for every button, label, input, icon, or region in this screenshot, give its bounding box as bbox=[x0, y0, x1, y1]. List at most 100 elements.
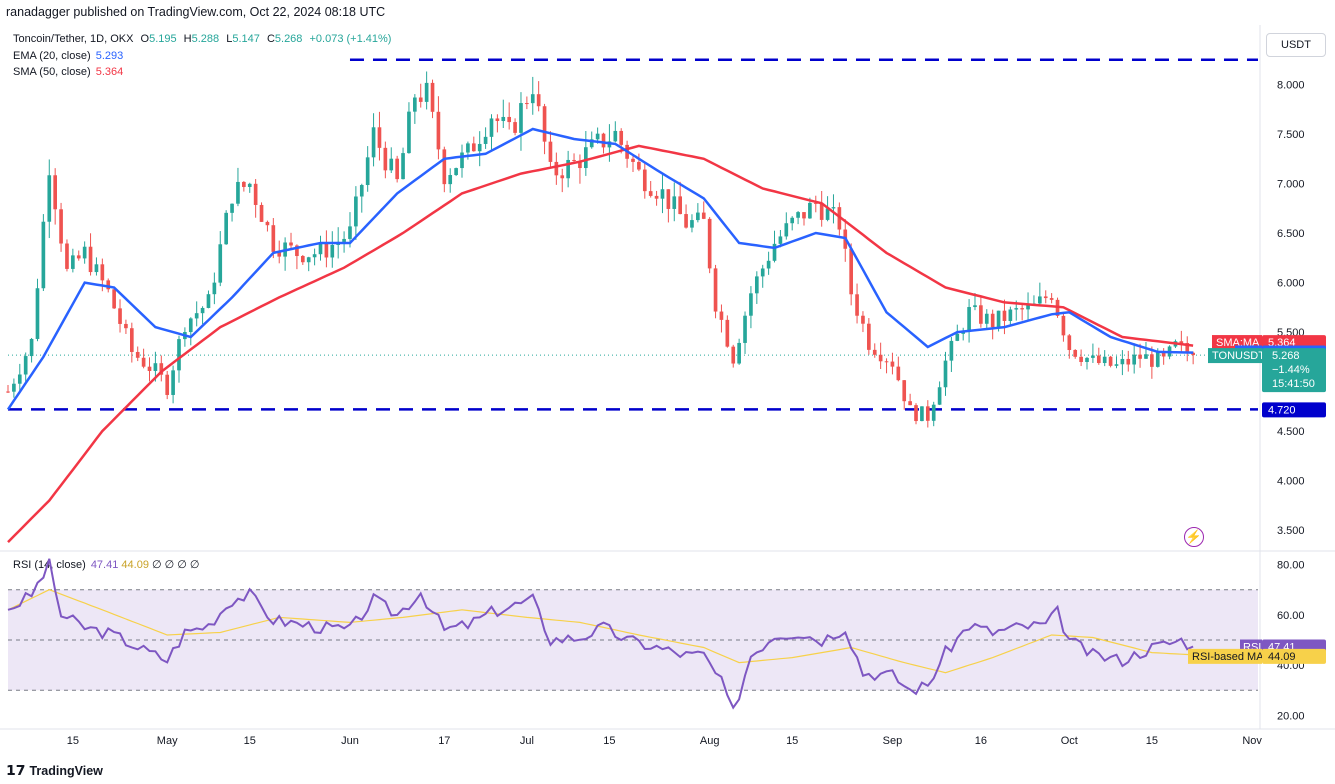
candle-body bbox=[955, 333, 960, 341]
candle-body bbox=[519, 103, 523, 133]
rsi-ma-value-badge-bg bbox=[1262, 648, 1326, 664]
time-tick-label: 16 bbox=[975, 735, 987, 747]
candle-body bbox=[359, 185, 364, 197]
candle-body bbox=[389, 158, 394, 171]
rsi-line bbox=[7, 558, 1194, 710]
candle-body bbox=[383, 147, 388, 171]
candle-body bbox=[365, 157, 370, 186]
candle-body bbox=[943, 360, 948, 388]
candle-body bbox=[448, 175, 453, 185]
price-name-badge-bg bbox=[1208, 348, 1262, 364]
candle-body bbox=[760, 268, 765, 277]
candle-body bbox=[147, 366, 152, 371]
candle-body bbox=[1179, 341, 1184, 344]
candle-body bbox=[1020, 308, 1024, 310]
candle-body bbox=[743, 315, 747, 343]
high-value: 5.288 bbox=[191, 33, 220, 45]
time-tick-label: 15 bbox=[786, 735, 798, 747]
lightning-icon[interactable]: ⚡ bbox=[1184, 527, 1204, 547]
candle-body bbox=[902, 380, 907, 402]
candle-body bbox=[460, 152, 464, 169]
low-label: L bbox=[226, 33, 233, 45]
candle-body bbox=[525, 103, 529, 105]
candle-body bbox=[802, 212, 806, 219]
candle-body bbox=[719, 311, 724, 320]
candle-body bbox=[1114, 364, 1119, 366]
candle-body bbox=[554, 161, 559, 176]
candle-body bbox=[872, 349, 877, 355]
time-tick-label: May bbox=[157, 735, 178, 747]
candle-body bbox=[996, 310, 1001, 328]
candle-body bbox=[6, 391, 10, 393]
candle-body bbox=[318, 243, 323, 255]
time-tick-label: Jul bbox=[520, 735, 534, 747]
candle-body bbox=[813, 202, 818, 204]
candle-body bbox=[654, 195, 659, 199]
price-badge-bg bbox=[1262, 348, 1326, 393]
candle-body bbox=[696, 212, 700, 221]
candle-body bbox=[530, 94, 535, 104]
candle-body bbox=[41, 221, 46, 289]
candle-body bbox=[17, 374, 22, 384]
countdown-badge: 15:41:50 bbox=[1272, 378, 1315, 390]
candle-body bbox=[330, 244, 335, 258]
candle-body bbox=[194, 313, 199, 319]
candle-body bbox=[35, 288, 40, 339]
candle-body bbox=[601, 133, 606, 148]
ema20-line bbox=[6, 127, 1194, 411]
candle-body bbox=[1150, 354, 1154, 367]
time-tick-label: Nov bbox=[1242, 735, 1262, 747]
rsi-legend-label: RSI (14, close) bbox=[13, 559, 86, 571]
candle-body bbox=[377, 127, 382, 148]
tradingview-logo[interactable]: 𝟭𝟳 TradingView bbox=[6, 762, 103, 779]
tradingview-brand: TradingView bbox=[29, 763, 103, 778]
candle-body bbox=[749, 293, 753, 316]
price-tick-label: 6.500 bbox=[1277, 228, 1305, 240]
badges-layer: SMA:MA5.364EMA5.293TONUSDT5.268−1.44%15:… bbox=[1188, 335, 1326, 664]
candle-body bbox=[619, 130, 624, 145]
candle-body bbox=[884, 361, 889, 363]
candle-body bbox=[713, 268, 718, 312]
candle-body bbox=[188, 318, 193, 333]
candle-body bbox=[489, 118, 494, 137]
candle-body bbox=[247, 183, 252, 187]
candle-body bbox=[701, 212, 706, 219]
price-value-badge: 5.268 bbox=[1272, 350, 1300, 362]
publisher-line: ranadagger published on TradingView.com,… bbox=[6, 5, 386, 19]
candle-body bbox=[306, 257, 311, 263]
candle-body bbox=[94, 264, 99, 273]
candle-body bbox=[1002, 310, 1007, 321]
time-tick-label: 17 bbox=[438, 735, 450, 747]
time-tick-label: Sep bbox=[883, 735, 903, 747]
currency-button[interactable]: USDT bbox=[1266, 33, 1326, 57]
candle-body bbox=[637, 161, 641, 170]
candle-body bbox=[808, 202, 812, 219]
rsi-pane bbox=[7, 558, 1258, 710]
candle-body bbox=[1085, 357, 1089, 363]
rsi-ma-name-badge-bg bbox=[1188, 648, 1262, 664]
rsi-ma-legend-value: 44.09 bbox=[121, 559, 149, 571]
candle-body bbox=[572, 159, 576, 161]
candle-body bbox=[477, 143, 482, 152]
candle-body bbox=[324, 243, 329, 258]
candle-body bbox=[466, 143, 470, 153]
candle-body bbox=[71, 255, 75, 269]
candle-body bbox=[59, 209, 63, 244]
candle-body bbox=[12, 383, 16, 392]
candle-body bbox=[124, 323, 128, 329]
sma-legend: SMA (50, close) 5.364 bbox=[13, 66, 123, 78]
candle-body bbox=[407, 111, 411, 154]
candle-body bbox=[536, 94, 541, 107]
candle-body bbox=[1161, 351, 1166, 357]
candle-body bbox=[831, 207, 836, 209]
open-label: O bbox=[140, 33, 150, 45]
candle-body bbox=[867, 323, 871, 350]
sma50-line bbox=[7, 144, 1194, 543]
candle-body bbox=[855, 294, 859, 316]
candle-body bbox=[890, 361, 895, 367]
candle-body bbox=[796, 212, 800, 218]
candle-body bbox=[878, 354, 883, 362]
candle-body bbox=[849, 248, 853, 295]
candle-body bbox=[937, 387, 942, 405]
